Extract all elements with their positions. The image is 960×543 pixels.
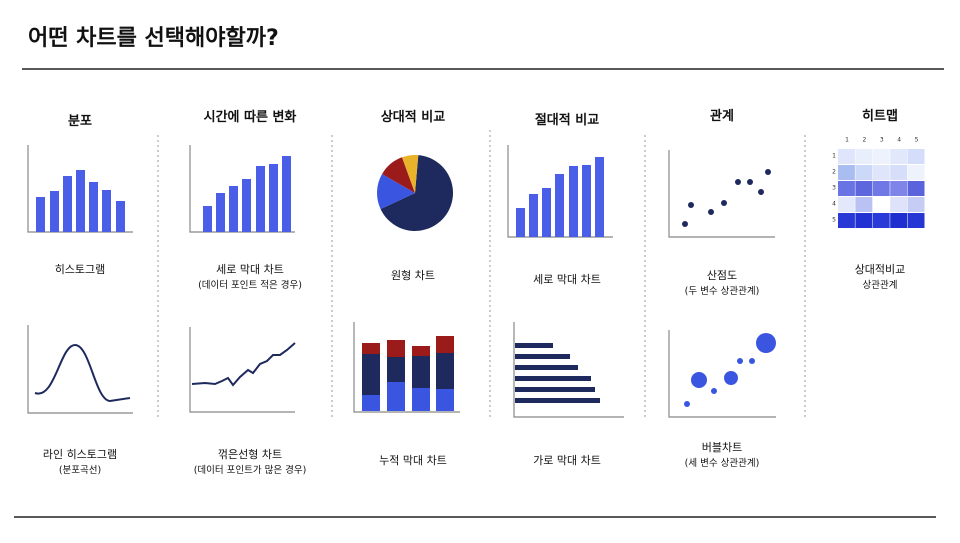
pie-icon xyxy=(377,154,454,231)
heatmap-cell xyxy=(838,197,855,212)
column-heading: 히트맵 xyxy=(862,109,898,124)
heatmap-col-label: 1 xyxy=(845,137,849,144)
heatmap-cell xyxy=(890,181,908,196)
chart-label: 라인 히스토그램 (분포곡선) xyxy=(15,447,145,479)
column-heading: 시간에 따른 변화 xyxy=(203,110,297,125)
column-heading: 관계 xyxy=(710,109,734,124)
heatmap-cell xyxy=(838,181,855,196)
heatmap-cell xyxy=(872,165,890,180)
heatmap-row-label: 4 xyxy=(832,201,836,208)
heatmap-cell xyxy=(872,213,890,228)
line-icon xyxy=(189,327,296,413)
label-line: 꺾은선형 차트 xyxy=(217,448,283,461)
chart-label: 히스토그램 xyxy=(15,262,145,278)
heatmap-cell xyxy=(890,213,908,228)
chart-label: 가로 막대 차트 xyxy=(502,453,632,469)
label-line: (분포곡선) xyxy=(58,465,102,476)
column-heading: 절대적 비교 xyxy=(534,113,600,128)
column-icon-2 xyxy=(507,145,613,238)
curve-icon xyxy=(27,325,133,414)
heatmap-cell xyxy=(872,181,890,196)
scatter-icon xyxy=(668,150,775,238)
column-heading: 상대적 비교 xyxy=(380,110,446,125)
label-line: (데이터 포인트 적은 경우) xyxy=(198,280,302,291)
heatmap-cell xyxy=(855,213,873,228)
heatmap-cell xyxy=(907,197,925,212)
label-line: 원형 차트 xyxy=(391,269,435,282)
label-line: (데이터 포인트가 많은 경우) xyxy=(193,465,307,476)
heatmap-icon: 1 2 3 4 5 1 2 3 4 5 xyxy=(832,137,925,228)
heatmap-cell xyxy=(890,165,908,180)
heatmap-row-label: 2 xyxy=(832,169,836,176)
heatmap-col-label: 3 xyxy=(880,137,884,144)
heatmap-col-label: 2 xyxy=(862,137,866,144)
heatmap-cell xyxy=(838,149,855,164)
stacked-icon xyxy=(353,322,460,413)
label-line: 상관관계 xyxy=(862,280,898,291)
separators xyxy=(157,130,806,420)
chart-label: 버블차트 (세 변수 상관관계) xyxy=(657,440,787,472)
heatmap-cell xyxy=(907,181,925,196)
label-line: 라인 히스토그램 xyxy=(42,448,118,461)
heatmap-cell xyxy=(855,149,873,164)
heatmap-row-label: 3 xyxy=(832,185,836,192)
heatmap-cell xyxy=(890,149,908,164)
chart-label: 원형 차트 xyxy=(348,268,478,284)
column-heading: 분포 xyxy=(68,114,92,129)
heatmap-cell xyxy=(890,197,908,212)
hbar-icon xyxy=(513,322,624,418)
heatmap-cell xyxy=(855,181,873,196)
label-line: (두 변수 상관관계) xyxy=(684,286,760,297)
chart-label: 세로 막대 차트 xyxy=(502,272,632,288)
chart-label: 누적 막대 차트 xyxy=(348,453,478,469)
heatmap-cell xyxy=(907,165,925,180)
heatmap-cell xyxy=(907,213,925,228)
chart-label: 세로 막대 차트 (데이터 포인트 적은 경우) xyxy=(185,262,315,294)
histogram-icon xyxy=(27,145,133,233)
heatmap-col-label: 5 xyxy=(915,137,919,144)
heatmap-row-label: 1 xyxy=(832,153,836,160)
label-line: 히스토그램 xyxy=(54,263,106,276)
heatmap-cell xyxy=(838,213,855,228)
label-line: 상대적비교 xyxy=(854,263,906,276)
label-line: (세 변수 상관관계) xyxy=(684,458,760,469)
chart-label: 산점도 (두 변수 상관관계) xyxy=(657,268,787,300)
heatmap-cell xyxy=(872,149,890,164)
label-line: 누적 막대 차트 xyxy=(379,454,447,467)
label-line: 산점도 xyxy=(706,269,738,282)
bubble-icon xyxy=(668,330,776,418)
heatmap-cell xyxy=(872,197,890,212)
label-line: 세로 막대 차트 xyxy=(533,273,601,286)
heatmap-col-label: 4 xyxy=(897,137,901,144)
label-line: 가로 막대 차트 xyxy=(533,454,601,467)
heatmap-row-label: 5 xyxy=(832,217,836,224)
label-line: 버블차트 xyxy=(701,441,743,454)
heatmap-cell xyxy=(855,165,873,180)
chart-label: 꺾은선형 차트 (데이터 포인트가 많은 경우) xyxy=(185,447,315,479)
heatmap-cell xyxy=(907,149,925,164)
heatmap-cell xyxy=(855,197,873,212)
heatmap-cell xyxy=(838,165,855,180)
title: 어떤 차트를 선택해야할까? xyxy=(28,26,279,51)
label-line: 세로 막대 차트 xyxy=(216,263,284,276)
column-icon xyxy=(189,145,295,233)
